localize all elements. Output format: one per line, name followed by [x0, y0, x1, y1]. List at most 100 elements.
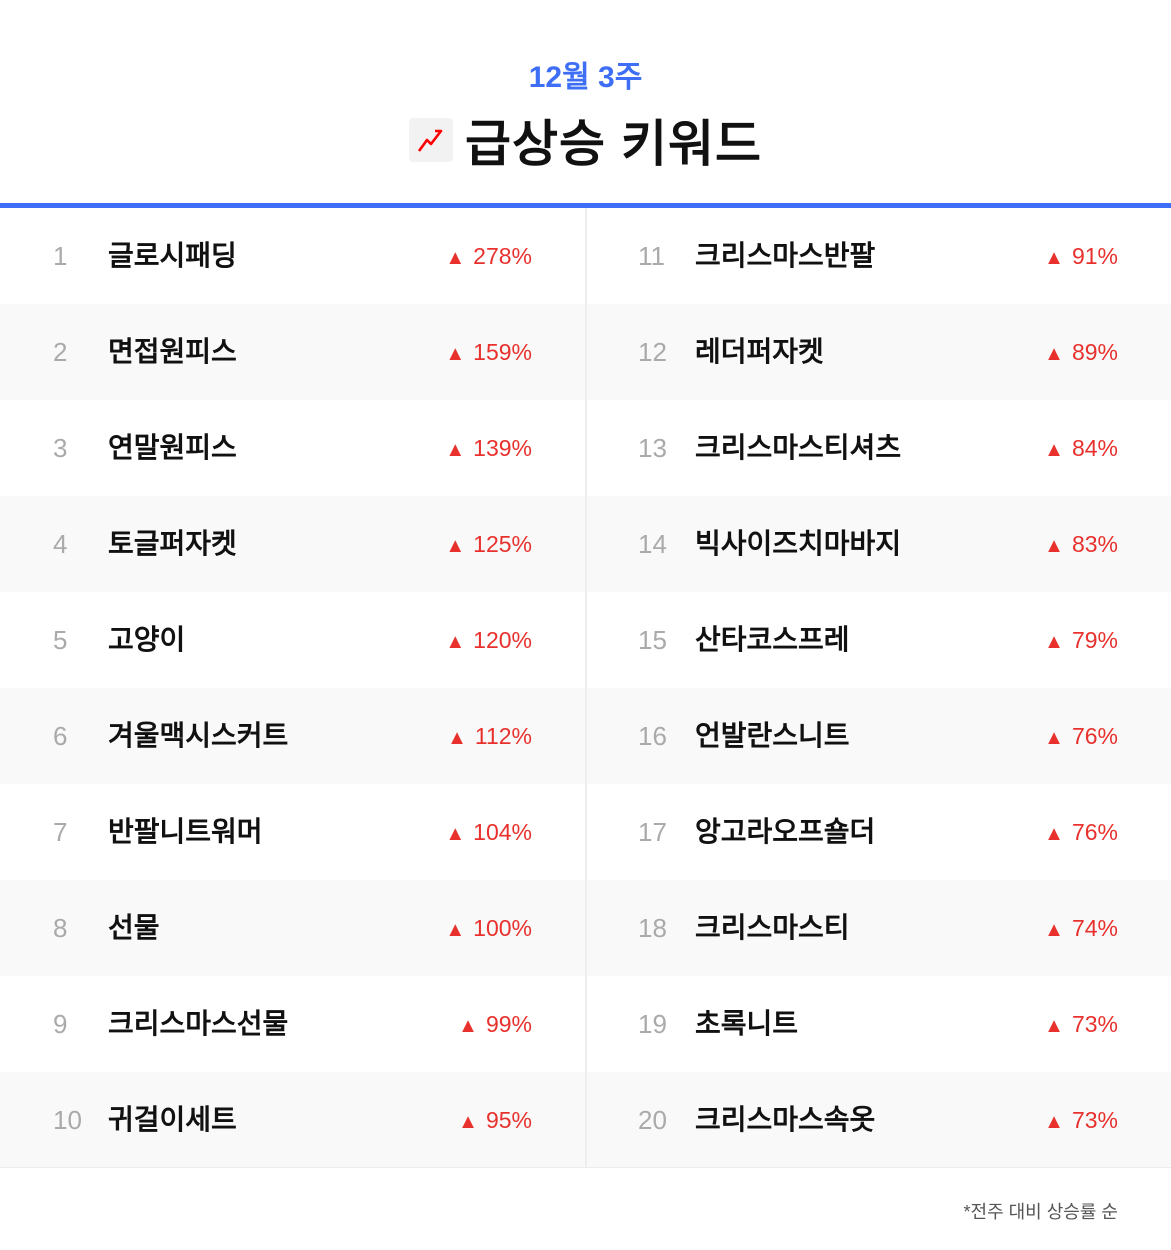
change-value: 159% — [473, 339, 532, 365]
rank-number: 7 — [53, 817, 68, 847]
keyword-row[interactable]: 8 선물 ▲ 100% — [0, 880, 585, 976]
change-rate: ▲ 89% — [1044, 304, 1118, 402]
up-triangle-icon: ▲ — [1044, 823, 1064, 845]
change-rate: ▲ 120% — [445, 592, 532, 690]
up-triangle-icon: ▲ — [445, 631, 466, 653]
rank-number: 8 — [53, 913, 68, 943]
keyword-row[interactable]: 1 글로시패딩 ▲ 278% — [0, 208, 585, 304]
change-rate: ▲ 95% — [458, 1072, 532, 1170]
keyword-name[interactable]: 면접원피스 — [108, 336, 237, 367]
rank-number: 4 — [53, 529, 68, 559]
change-rate: ▲ 76% — [1044, 784, 1118, 882]
keyword-row[interactable]: 19 초록니트 ▲ 73% — [587, 976, 1171, 1072]
keyword-name[interactable]: 크리스마스티 — [695, 912, 850, 943]
up-triangle-icon: ▲ — [458, 1015, 478, 1037]
keyword-name[interactable]: 초록니트 — [695, 1008, 799, 1039]
rank-number: 9 — [53, 1009, 68, 1039]
keyword-name[interactable]: 귀걸이세트 — [108, 1104, 237, 1135]
keyword-row[interactable]: 10 귀걸이세트 ▲ 95% — [0, 1072, 585, 1168]
keyword-row[interactable]: 14 빅사이즈치마바지 ▲ 83% — [587, 496, 1171, 592]
keyword-row[interactable]: 2 면접원피스 ▲ 159% — [0, 304, 585, 400]
up-triangle-icon: ▲ — [1044, 439, 1064, 461]
change-value: 84% — [1071, 435, 1118, 461]
change-value: 83% — [1071, 531, 1118, 557]
rank-number: 3 — [53, 433, 68, 463]
rank-number: 18 — [638, 913, 667, 943]
change-value: 112% — [474, 723, 532, 749]
up-triangle-icon: ▲ — [1044, 535, 1064, 557]
up-triangle-icon: ▲ — [1044, 727, 1064, 749]
keyword-name[interactable]: 레더퍼자켓 — [695, 336, 824, 367]
rank-number: 11 — [638, 241, 665, 271]
change-rate: ▲ 99% — [458, 976, 532, 1074]
keyword-row[interactable]: 4 토글퍼자켓 ▲ 125% — [0, 496, 585, 592]
week-label: 12월 3주 — [528, 61, 643, 94]
rank-number: 10 — [53, 1105, 82, 1135]
page-title-group: 급상승 키워드 — [0, 104, 1171, 176]
change-rate: ▲ 83% — [1044, 496, 1118, 594]
keyword-row[interactable]: 7 반팔니트워머 ▲ 104% — [0, 784, 585, 880]
keyword-name[interactable]: 연말원피스 — [108, 432, 237, 463]
change-value: 125% — [473, 531, 532, 557]
keyword-row[interactable]: 13 크리스마스티셔츠 ▲ 84% — [587, 400, 1171, 496]
change-rate: ▲ 125% — [445, 496, 532, 594]
up-triangle-icon: ▲ — [1044, 343, 1064, 365]
keyword-name[interactable]: 빅사이즈치마바지 — [695, 528, 902, 559]
keyword-name[interactable]: 선물 — [108, 912, 160, 943]
keyword-row[interactable]: 18 크리스마스티 ▲ 74% — [587, 880, 1171, 976]
keyword-row[interactable]: 17 앙고라오프숄더 ▲ 76% — [587, 784, 1171, 880]
keyword-row[interactable]: 3 연말원피스 ▲ 139% — [0, 400, 585, 496]
change-rate: ▲ 76% — [1044, 688, 1118, 786]
change-rate: ▲ 91% — [1044, 208, 1118, 306]
keyword-row[interactable]: 6 겨울맥시스커트 ▲ 112% — [0, 688, 585, 784]
change-value: 95% — [485, 1107, 532, 1133]
up-triangle-icon: ▲ — [1044, 631, 1064, 653]
change-value: 74% — [1071, 915, 1118, 941]
rank-number: 17 — [638, 817, 667, 847]
keyword-row[interactable]: 11 크리스마스반팔 ▲ 91% — [587, 208, 1171, 304]
keyword-name[interactable]: 크리스마스속옷 — [695, 1104, 876, 1135]
keyword-row[interactable]: 5 고양이 ▲ 120% — [0, 592, 585, 688]
keyword-name[interactable]: 크리스마스반팔 — [695, 240, 876, 271]
ranking-list-left: 1 글로시패딩 ▲ 278% 2 면접원피스 ▲ 159% 3 연말원피스 ▲ 139% 4… — [0, 208, 585, 1168]
up-triangle-icon: ▲ — [1044, 1111, 1064, 1133]
change-value: 120% — [473, 627, 532, 653]
change-rate: ▲ 159% — [445, 304, 532, 402]
table-bottom-border — [0, 1167, 1171, 1168]
keyword-name[interactable]: 겨울맥시스커트 — [108, 720, 289, 751]
change-value: 139% — [473, 435, 532, 461]
keyword-name[interactable]: 토글퍼자켓 — [108, 528, 237, 559]
rank-number: 6 — [53, 721, 68, 751]
change-rate: ▲ 79% — [1044, 592, 1118, 690]
change-rate: ▲ 73% — [1044, 976, 1118, 1074]
change-value: 73% — [1071, 1107, 1118, 1133]
keyword-name[interactable]: 앙고라오프숄더 — [695, 816, 876, 847]
keyword-row[interactable]: 15 산타코스프레 ▲ 79% — [587, 592, 1171, 688]
column-divider — [585, 208, 587, 1168]
keyword-name[interactable]: 반팔니트워머 — [108, 816, 263, 847]
up-triangle-icon: ▲ — [445, 343, 466, 365]
rank-number: 20 — [638, 1105, 667, 1135]
change-rate: ▲ 278% — [445, 208, 532, 306]
change-rate: ▲ 112% — [447, 688, 532, 786]
ranking-list-right: 11 크리스마스반팔 ▲ 91% 12 레더퍼자켓 ▲ 89% 13 크리스마스티셔츠 … — [587, 208, 1171, 1168]
change-value: 89% — [1071, 339, 1118, 365]
keyword-name[interactable]: 언발란스니트 — [695, 720, 850, 751]
keyword-name[interactable]: 크리스마스선물 — [108, 1008, 289, 1039]
up-triangle-icon: ▲ — [458, 1111, 478, 1133]
change-value: 79% — [1071, 627, 1118, 653]
keyword-name[interactable]: 산타코스프레 — [695, 624, 850, 655]
keyword-name[interactable]: 글로시패딩 — [108, 240, 237, 271]
change-value: 100% — [473, 915, 532, 941]
up-triangle-icon: ▲ — [445, 535, 466, 557]
change-rate: ▲ 139% — [445, 400, 532, 498]
change-rate: ▲ 104% — [445, 784, 532, 882]
keyword-name[interactable]: 크리스마스티셔츠 — [695, 432, 902, 463]
keyword-row[interactable]: 16 언발란스니트 ▲ 76% — [587, 688, 1171, 784]
rank-number: 16 — [638, 721, 667, 751]
keyword-name[interactable]: 고양이 — [108, 624, 186, 655]
change-value: 104% — [473, 819, 532, 845]
keyword-row[interactable]: 20 크리스마스속옷 ▲ 73% — [587, 1072, 1171, 1168]
keyword-row[interactable]: 12 레더퍼자켓 ▲ 89% — [587, 304, 1171, 400]
keyword-row[interactable]: 9 크리스마스선물 ▲ 99% — [0, 976, 585, 1072]
